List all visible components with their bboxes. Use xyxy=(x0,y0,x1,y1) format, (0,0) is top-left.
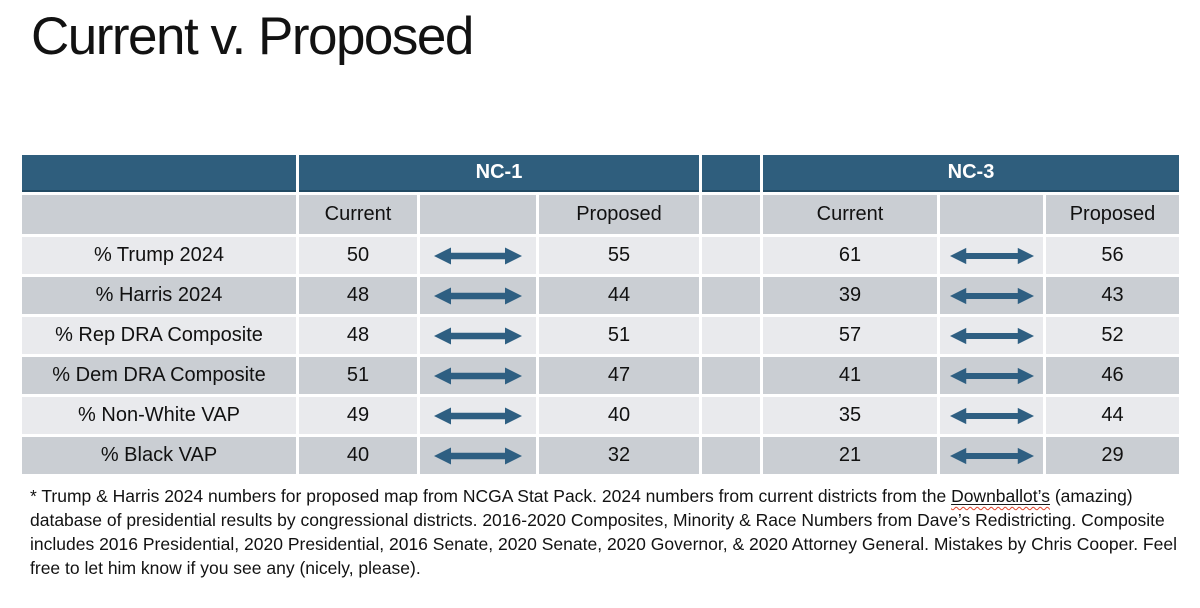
change-arrow-icon xyxy=(434,327,522,345)
downballot-link-label: Downballot’s xyxy=(951,486,1050,506)
nc3-proposed-value: 44 xyxy=(1046,397,1179,434)
header-spacer-cell xyxy=(702,155,760,192)
change-arrow-icon xyxy=(434,367,522,385)
spacer-cell xyxy=(702,277,760,314)
change-arrow-icon xyxy=(949,247,1034,264)
arrow-cell xyxy=(420,237,536,274)
arrow-cell xyxy=(940,237,1043,274)
arrow-cell xyxy=(420,277,536,314)
nc1-current-value: 48 xyxy=(299,317,417,354)
nc3-current-value: 41 xyxy=(763,357,937,394)
subheader-spacer-cell xyxy=(940,195,1043,234)
arrow-cell xyxy=(420,397,536,434)
subheader-nc1-current: Current xyxy=(299,195,417,234)
arrow-cell xyxy=(940,277,1043,314)
row-label: % Non-White VAP xyxy=(22,397,296,434)
spacer-cell xyxy=(702,437,760,474)
nc3-current-value: 39 xyxy=(763,277,937,314)
nc1-current-value: 40 xyxy=(299,437,417,474)
row-label: % Dem DRA Composite xyxy=(22,357,296,394)
table-row: % Trump 2024 50 55 61 56 xyxy=(22,237,1179,274)
nc1-current-value: 50 xyxy=(299,237,417,274)
nc1-proposed-value: 32 xyxy=(539,437,699,474)
nc1-proposed-value: 44 xyxy=(539,277,699,314)
nc1-proposed-value: 40 xyxy=(539,397,699,434)
group-header-nc3: NC-3 xyxy=(763,155,1179,192)
arrow-cell xyxy=(420,357,536,394)
table-row: % Non-White VAP 49 40 35 44 xyxy=(22,397,1179,434)
arrow-cell xyxy=(940,357,1043,394)
change-arrow-icon xyxy=(949,367,1034,384)
row-label: % Harris 2024 xyxy=(22,277,296,314)
group-header-nc1: NC-1 xyxy=(299,155,699,192)
nc1-proposed-value: 51 xyxy=(539,317,699,354)
change-arrow-icon xyxy=(434,287,522,305)
nc1-current-value: 48 xyxy=(299,277,417,314)
subheader-nc1-proposed: Proposed xyxy=(539,195,699,234)
subheader-row: Current Proposed Current Proposed xyxy=(22,195,1179,234)
table-row: % Harris 2024 48 44 39 43 xyxy=(22,277,1179,314)
change-arrow-icon xyxy=(434,407,522,425)
table-row: % Dem DRA Composite 51 47 41 46 xyxy=(22,357,1179,394)
change-arrow-icon xyxy=(949,327,1034,344)
nc3-proposed-value: 52 xyxy=(1046,317,1179,354)
change-arrow-icon xyxy=(949,407,1034,424)
nc1-proposed-value: 55 xyxy=(539,237,699,274)
nc3-current-value: 61 xyxy=(763,237,937,274)
spacer-cell xyxy=(702,237,760,274)
change-arrow-icon xyxy=(434,447,522,465)
footnote-text-before-link: * Trump & Harris 2024 numbers for propos… xyxy=(30,486,952,506)
spacer-cell xyxy=(702,317,760,354)
change-arrow-icon xyxy=(949,287,1034,304)
arrow-cell xyxy=(420,437,536,474)
table-row: % Black VAP 40 32 21 29 xyxy=(22,437,1179,474)
nc1-current-value: 49 xyxy=(299,397,417,434)
arrow-cell xyxy=(420,317,536,354)
nc1-current-value: 51 xyxy=(299,357,417,394)
nc3-proposed-value: 56 xyxy=(1046,237,1179,274)
nc3-current-value: 57 xyxy=(763,317,937,354)
row-label: % Trump 2024 xyxy=(22,237,296,274)
nc3-proposed-value: 43 xyxy=(1046,277,1179,314)
group-header-row: NC-1 NC-3 xyxy=(22,155,1179,192)
subheader-empty-cell xyxy=(22,195,296,234)
downballot-link[interactable]: Downballot’s xyxy=(951,486,1050,506)
subheader-spacer-cell xyxy=(702,195,760,234)
nc1-proposed-value: 47 xyxy=(539,357,699,394)
nc3-proposed-value: 29 xyxy=(1046,437,1179,474)
row-label: % Black VAP xyxy=(22,437,296,474)
spacer-cell xyxy=(702,357,760,394)
footnote-text-after-link: (amazing) database of presidential resul… xyxy=(30,486,1177,579)
nc3-current-value: 21 xyxy=(763,437,937,474)
table-row: % Rep DRA Composite 48 51 57 52 xyxy=(22,317,1179,354)
subheader-nc3-proposed: Proposed xyxy=(1046,195,1179,234)
comparison-table: NC-1 NC-3 Current Proposed Current Propo… xyxy=(19,152,1182,477)
spacer-cell xyxy=(702,397,760,434)
subheader-spacer-cell xyxy=(420,195,536,234)
change-arrow-icon xyxy=(434,247,522,265)
nc3-proposed-value: 46 xyxy=(1046,357,1179,394)
nc3-current-value: 35 xyxy=(763,397,937,434)
header-corner-cell xyxy=(22,155,296,192)
change-arrow-icon xyxy=(949,447,1034,464)
row-label: % Rep DRA Composite xyxy=(22,317,296,354)
arrow-cell xyxy=(940,437,1043,474)
arrow-cell xyxy=(940,317,1043,354)
subheader-nc3-current: Current xyxy=(763,195,937,234)
footnote: * Trump & Harris 2024 numbers for propos… xyxy=(30,484,1180,581)
slide-title: Current v. Proposed xyxy=(31,7,474,66)
arrow-cell xyxy=(940,397,1043,434)
